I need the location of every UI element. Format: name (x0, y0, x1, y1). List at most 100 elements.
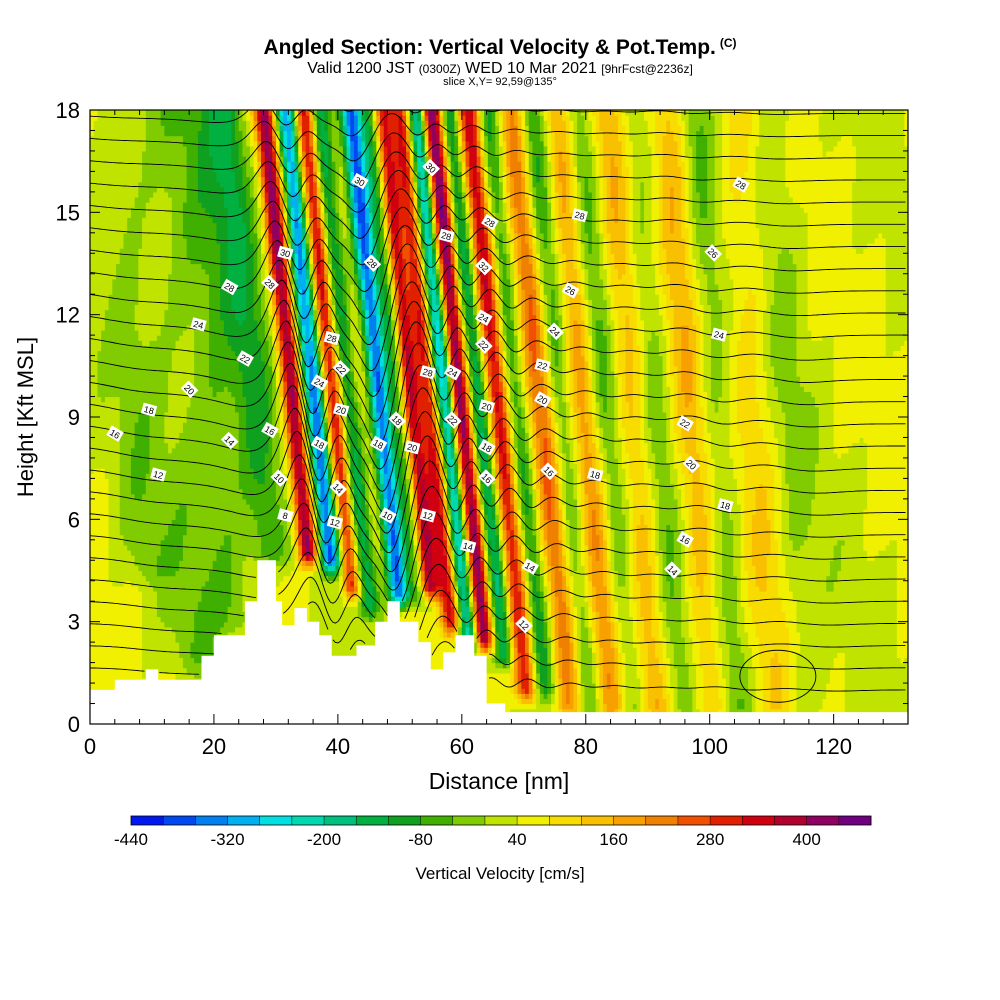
field-cell (454, 585, 459, 592)
field-cell (521, 509, 526, 515)
field-cell (640, 514, 645, 520)
field-cell (513, 555, 519, 561)
field-cell (573, 473, 578, 479)
field-cell (476, 442, 482, 449)
field-cell (182, 662, 218, 669)
field-cell (603, 667, 615, 674)
field-cell (629, 463, 645, 469)
field-cell (684, 498, 693, 505)
field-cell (599, 509, 604, 515)
field-cell (502, 606, 508, 613)
field-cell (446, 437, 452, 444)
field-cell (677, 667, 690, 674)
field-cell (294, 437, 299, 444)
field-cell (562, 590, 567, 597)
field-cell (446, 539, 452, 546)
field-cell (748, 601, 783, 607)
field-cell (502, 519, 508, 526)
field-cell (636, 529, 649, 536)
field-cell (577, 493, 582, 500)
field-cell (796, 693, 827, 700)
field-cell (502, 575, 508, 582)
field-cell (733, 565, 742, 572)
field-cell (194, 626, 221, 633)
field-cell (692, 708, 701, 715)
field-cell (833, 580, 898, 587)
field-cell (108, 488, 121, 495)
field-cell (380, 478, 385, 485)
field-cell (595, 698, 600, 705)
field-cell (90, 550, 110, 556)
field-cell (376, 452, 381, 459)
field-cell (327, 560, 333, 566)
field-cell (595, 667, 600, 674)
field-cell (547, 611, 552, 618)
field-cell (796, 616, 898, 623)
field-cell (331, 509, 336, 515)
field-cell (573, 616, 578, 623)
field-cell (510, 621, 515, 628)
field-cell (350, 580, 355, 587)
field-cell (818, 457, 868, 464)
field-cell (90, 621, 143, 628)
field-cell (279, 457, 284, 464)
field-cell (595, 637, 600, 643)
field-cell (900, 657, 905, 664)
field-cell (476, 642, 482, 648)
field-cell (770, 529, 775, 536)
field-cell (755, 626, 790, 633)
field-cell (476, 503, 482, 510)
field-cell (376, 483, 381, 490)
field-cell (350, 452, 355, 459)
field-cell (833, 662, 846, 669)
field-cell (547, 585, 552, 592)
field-cell (320, 544, 325, 551)
field-cell (789, 626, 798, 633)
field-cell (718, 626, 727, 633)
field-cell (684, 657, 693, 664)
field-cell (443, 452, 448, 459)
field-cell (584, 580, 589, 587)
field-cell (580, 626, 589, 633)
field-cell (353, 539, 359, 546)
field-cell (558, 544, 563, 551)
field-cell (372, 447, 377, 454)
field-cell (551, 667, 556, 674)
field-cell (554, 662, 560, 669)
field-cell (380, 524, 385, 531)
field-cell (424, 590, 429, 597)
field-cell (446, 447, 452, 454)
field-cell (677, 514, 682, 520)
field-cell (651, 596, 656, 602)
field-cell (472, 647, 478, 653)
field-cell (554, 447, 560, 454)
field-cell (536, 693, 541, 700)
field-cell (636, 652, 641, 659)
field-cell (301, 468, 307, 474)
field-cell (703, 703, 723, 710)
field-cell (670, 473, 679, 479)
field-cell (413, 468, 418, 474)
field-cell (313, 509, 318, 515)
field-cell (662, 688, 667, 694)
field-cell (781, 503, 790, 510)
field-cell (517, 509, 522, 515)
field-cell (673, 590, 682, 597)
field-cell (272, 601, 310, 607)
field-cell (290, 534, 296, 541)
field-cell (651, 611, 656, 618)
field-cell (387, 468, 392, 474)
field-cell (428, 463, 437, 469)
field-cell (439, 606, 444, 613)
field-cell (469, 601, 474, 607)
field-cell (688, 529, 693, 536)
field-cell (335, 473, 340, 479)
field-cell (636, 647, 641, 653)
field-cell (301, 519, 310, 526)
field-cell (536, 473, 541, 479)
field-cell (361, 575, 366, 582)
field-cell (432, 555, 448, 561)
field-cell (789, 647, 801, 653)
field-cell (446, 585, 452, 592)
field-cell (506, 637, 511, 643)
